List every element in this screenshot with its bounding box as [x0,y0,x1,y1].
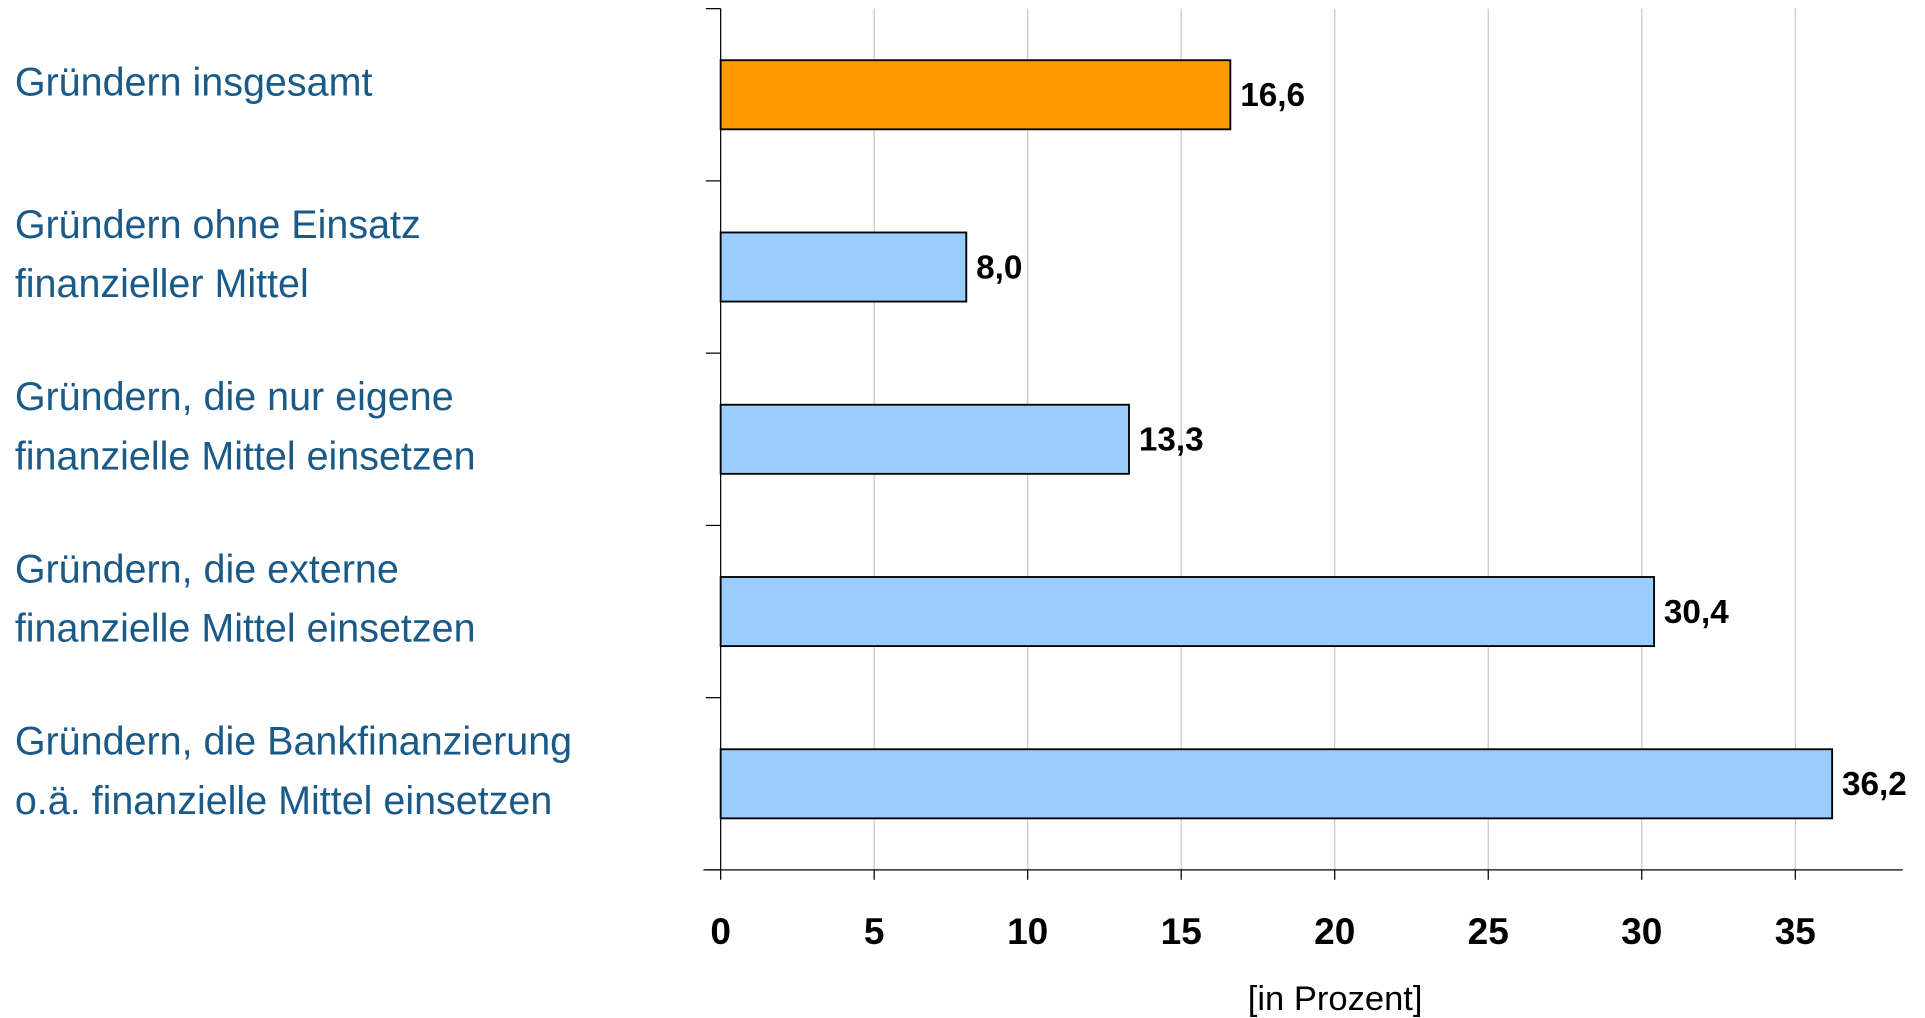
x-tick-label: 20 [1314,910,1355,952]
x-tick-label: 25 [1468,910,1509,952]
bar [719,231,968,303]
value-label: 30,4 [1664,594,1729,631]
category-label: finanzielle Mittel einsetzen [15,434,476,478]
category-label: finanzielle Mittel einsetzen [15,607,476,651]
category-label: Gründern ohne Einsatz [15,203,421,247]
bar [719,748,1834,820]
category-label: Gründern, die Bankfinanzierung [15,720,572,764]
x-tick-label: 5 [864,910,885,952]
value-label: 8,0 [976,249,1022,286]
bar [719,576,1655,648]
value-label: 13,3 [1139,422,1204,459]
category-label: Gründern, die nur eigene [15,375,454,419]
x-tick-label: 35 [1775,910,1816,952]
category-label: Gründern, die externe [15,547,399,591]
x-tick-label: 0 [710,910,731,952]
category-label: Gründern insgesamt [15,60,373,104]
category-label: o.ä. finanzielle Mittel einsetzen [15,779,553,823]
value-label: 36,2 [1842,766,1907,803]
bar [719,403,1130,475]
x-tick-label: 30 [1621,910,1662,952]
x-tick-label: 15 [1161,910,1202,952]
category-label: finanzieller Mittel [15,262,309,306]
value-label: 16,6 [1240,77,1305,114]
bar [719,59,1232,131]
x-tick-label: 10 [1007,910,1048,952]
x-axis-label: [in Prozent] [1248,980,1423,1018]
